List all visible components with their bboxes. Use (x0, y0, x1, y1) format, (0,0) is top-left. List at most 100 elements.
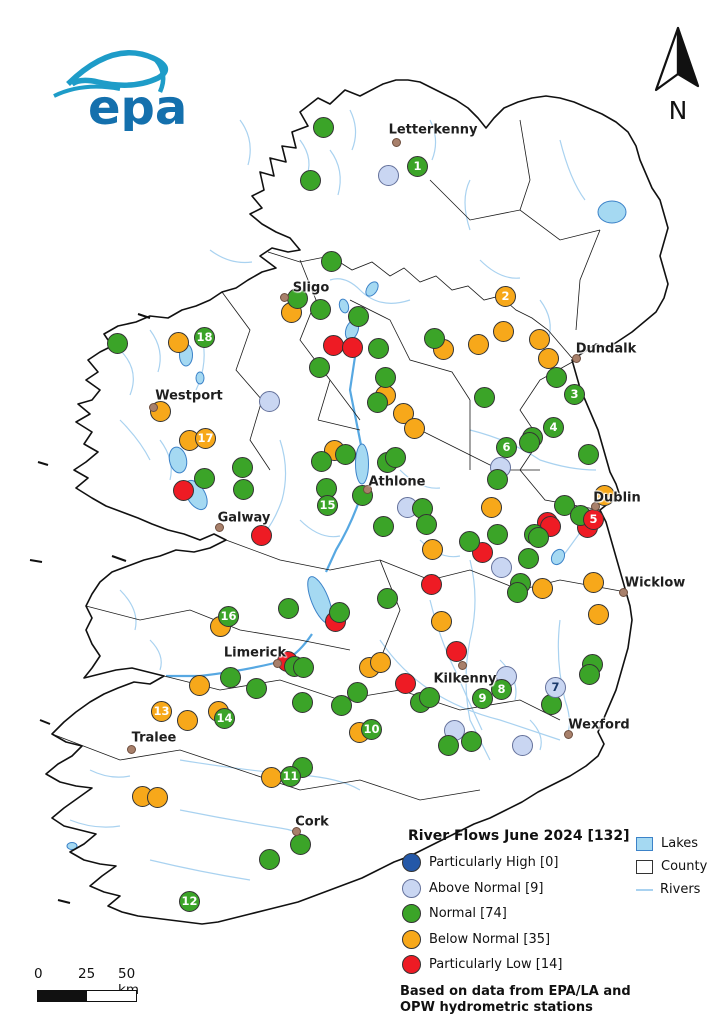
epa-swirl-icon (53, 50, 169, 98)
station-dot (588, 604, 609, 625)
station-dot-numbered: 10 (361, 719, 382, 740)
legend-swatch-below_normal (402, 929, 421, 949)
station-dot (370, 652, 391, 673)
station-dot-numbered: 12 (179, 891, 200, 912)
town-marker (572, 354, 581, 363)
station-dot (459, 531, 480, 552)
station-dot (321, 251, 342, 272)
station-dot (594, 485, 615, 506)
station-dot (487, 524, 508, 545)
station-dot (300, 170, 321, 191)
station-dot (481, 497, 502, 518)
station-dot (519, 432, 540, 453)
epa-logo: epa (38, 26, 198, 136)
station-dot (246, 678, 267, 699)
station-dot (493, 321, 514, 342)
station-dot (259, 391, 280, 412)
station-dot (313, 117, 334, 138)
station-dot (335, 444, 356, 465)
station-dot (189, 675, 210, 696)
map-legend-label-lake: Lakes (661, 836, 699, 851)
legend-items: Particularly High [0] Above Normal [9] Nor… (400, 850, 720, 978)
station-dot (512, 735, 533, 756)
station-dot-numbered: 9 (472, 688, 493, 709)
station-dot (419, 687, 440, 708)
station-dot (416, 514, 437, 535)
town-label-wicklow: Wicklow (624, 575, 686, 591)
legend-label-particularly_low: Particularly Low [14] (429, 957, 563, 973)
station-dot (323, 335, 344, 356)
legend-label-particularly_high: Particularly High [0] (429, 855, 559, 871)
town-label-dundalk: Dundalk (575, 341, 637, 357)
station-dot-numbered: 17 (195, 428, 216, 449)
station-dot-numbered: 11 (280, 766, 301, 787)
map-legend-label-river: Rivers (660, 882, 701, 897)
scale-label-25: 25 (78, 966, 96, 982)
station-dot (311, 451, 332, 472)
town-label-sligo: Sligo (292, 280, 330, 296)
station-dot (431, 611, 452, 632)
station-dot (583, 572, 604, 593)
town-label-kilkenny: Kilkenny (433, 671, 497, 687)
legend-item-above_normal: Above Normal [9] (402, 876, 720, 902)
town-label-athlone: Athlone (368, 474, 426, 490)
epa-logo-text: epa (88, 80, 187, 131)
station-dot-numbered: 18 (194, 327, 215, 348)
map-legend: Lakes County Rivers (636, 832, 707, 901)
station-dot (233, 479, 254, 500)
legend-item-below_normal: Below Normal [35] (402, 927, 720, 953)
station-dot (347, 682, 368, 703)
station-dot-numbered: 3 (564, 384, 585, 405)
legend-swatch-particularly_low (402, 955, 421, 975)
station-dot-numbered: 7 (545, 677, 566, 698)
station-dot (491, 557, 512, 578)
map-legend-item-river: Rivers (636, 878, 707, 901)
town-marker (564, 730, 573, 739)
station-dot-numbered: 8 (491, 679, 512, 700)
station-dot (446, 641, 467, 662)
map-legend-swatch-river (636, 888, 653, 891)
town-marker (273, 659, 282, 668)
station-dot (438, 735, 459, 756)
legend-swatch-particularly_high (402, 853, 421, 873)
station-dot (422, 539, 443, 560)
legend: River Flows June 2024 [132] Particularly… (400, 828, 720, 1017)
map-legend-label-county: County (661, 859, 708, 874)
town-label-dublin: Dublin (593, 490, 641, 506)
station-dot (546, 367, 567, 388)
legend-footnote-line2: OPW hydrometric stations (400, 1000, 593, 1016)
station-dot (461, 731, 482, 752)
station-dot (468, 334, 489, 355)
station-dot (404, 418, 425, 439)
legend-label-normal: Normal [74] (429, 906, 507, 922)
town-marker (392, 138, 401, 147)
station-dot (290, 834, 311, 855)
north-arrow-icon (654, 26, 700, 92)
station-dot-numbered: 6 (496, 437, 517, 458)
station-dot (507, 582, 528, 603)
legend-label-below_normal: Below Normal [35] (429, 931, 551, 947)
legend-item-particularly_low: Particularly Low [14] (402, 952, 720, 978)
station-dot-numbered: 14 (214, 708, 235, 729)
station-dot (579, 664, 600, 685)
legend-label-above_normal: Above Normal [9] (429, 880, 544, 896)
station-dot (385, 447, 406, 468)
map-legend-item-county: County (636, 855, 707, 878)
station-dot (378, 165, 399, 186)
station-dot (474, 387, 495, 408)
station-dot (293, 657, 314, 678)
station-dot-numbered: 1 (407, 156, 428, 177)
station-dot-numbered: 15 (317, 495, 338, 516)
station-dot-numbered: 2 (495, 286, 516, 307)
scale-label-0: 0 (34, 966, 43, 982)
station-dot (375, 367, 396, 388)
town-marker (292, 827, 301, 836)
station-dot (395, 673, 416, 694)
map-legend-swatch-lake (636, 836, 653, 851)
town-marker (591, 502, 600, 511)
station-dot (310, 299, 331, 320)
station-dot (518, 548, 539, 569)
station-dot (377, 588, 398, 609)
town-marker (619, 588, 628, 597)
station-dot (251, 525, 272, 546)
